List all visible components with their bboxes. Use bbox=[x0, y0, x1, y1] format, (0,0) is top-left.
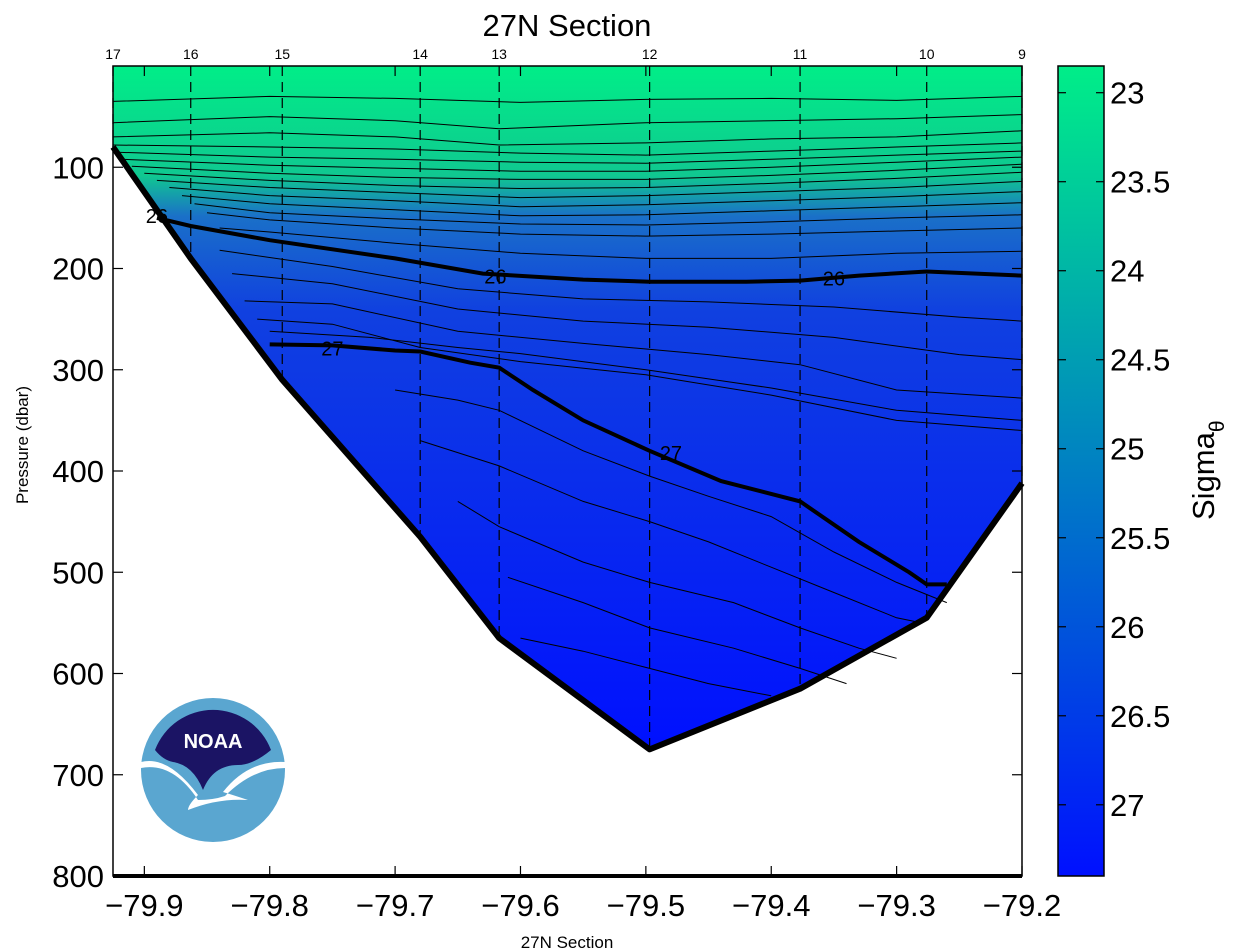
contour-line bbox=[244, 300, 1022, 399]
x-axis-label: 27N Section bbox=[521, 933, 614, 952]
noaa-logo: NOAA bbox=[141, 698, 285, 842]
contour-label: 26 bbox=[146, 206, 168, 228]
x-tick-label: −79.4 bbox=[732, 888, 810, 923]
colorbar-ticks: 23 23.5 24 24.5 25 25.5 26 26.5 27 bbox=[1058, 76, 1170, 823]
contour-line bbox=[113, 114, 1022, 130]
colorbar-tick-label: 26.5 bbox=[1110, 699, 1170, 734]
contour-line bbox=[269, 330, 1022, 421]
contour-line bbox=[520, 637, 772, 697]
y-tick-label: 500 bbox=[52, 555, 104, 590]
contour-line bbox=[206, 212, 1022, 237]
colorbar-tick-label: 27 bbox=[1110, 788, 1144, 823]
station-label: 13 bbox=[491, 46, 507, 62]
x-tick-label: −79.9 bbox=[105, 888, 183, 923]
x-axis-ticks: −79.9 −79.8 −79.7 −79.6 −79.5 −79.4 −79.3 −79.2 bbox=[105, 66, 1061, 923]
y-tick-label: 600 bbox=[52, 657, 104, 692]
y-tick-label: 400 bbox=[52, 454, 104, 489]
y-tick-label: 100 bbox=[52, 150, 104, 185]
bold-contour-line bbox=[269, 342, 947, 587]
contour-label: 27 bbox=[660, 443, 682, 465]
colorbar-tick-label: 23 bbox=[1110, 76, 1144, 111]
x-tick-label: −79.3 bbox=[857, 888, 935, 923]
y-axis-label: Pressure (dbar) bbox=[13, 386, 32, 504]
contour-line bbox=[507, 576, 847, 685]
x-tick-label: −79.5 bbox=[607, 888, 685, 923]
x-tick-label: −79.6 bbox=[481, 888, 559, 923]
contour-line bbox=[194, 203, 1022, 226]
station-label: 17 bbox=[105, 46, 121, 62]
thin-contours bbox=[113, 95, 1022, 697]
station-label: 11 bbox=[793, 46, 808, 62]
contour-line bbox=[219, 227, 1022, 259]
colorbar-tick-label: 25.5 bbox=[1110, 521, 1170, 556]
logo-top-dome bbox=[155, 709, 271, 790]
colorbar-label: Sigmaθ bbox=[1186, 420, 1229, 520]
colorbar-label-main: Sigma bbox=[1186, 431, 1221, 520]
station-label: 10 bbox=[919, 46, 935, 62]
colorbar-tick-label: 26 bbox=[1110, 610, 1144, 645]
colorbar-gradient bbox=[1057, 65, 1105, 877]
logo-text: NOAA bbox=[184, 731, 243, 753]
station-label: 16 bbox=[183, 46, 199, 62]
bold-contour-line bbox=[156, 215, 1022, 284]
x-tick-label: −79.8 bbox=[230, 888, 308, 923]
contour-line bbox=[131, 163, 1022, 180]
x-tick-label: −79.2 bbox=[983, 888, 1061, 923]
y-tick-label: 800 bbox=[52, 859, 104, 894]
contour-label: 26 bbox=[823, 269, 845, 291]
contour-line bbox=[420, 440, 922, 624]
contour-line bbox=[181, 195, 1022, 217]
colorbar-tick-label: 23.5 bbox=[1110, 165, 1170, 200]
bathymetry-line bbox=[110, 145, 1025, 753]
logo-seagull-icon bbox=[141, 760, 285, 810]
contour-line bbox=[257, 318, 1022, 431]
station-label: 12 bbox=[642, 46, 658, 62]
colorbar-tick-label: 24 bbox=[1110, 254, 1144, 289]
contour-line bbox=[156, 179, 1022, 199]
x-tick-label: −79.7 bbox=[356, 888, 434, 923]
y-tick-label: 700 bbox=[52, 758, 104, 793]
y-tick-label: 300 bbox=[52, 353, 104, 388]
station-label: 9 bbox=[1018, 46, 1026, 62]
station-labels: 17 16 15 14 13 12 11 10 9 bbox=[105, 46, 1026, 62]
contour-line bbox=[395, 389, 947, 604]
contour-line bbox=[457, 500, 897, 659]
y-axis-ticks: 100 200 300 400 500 600 700 800 bbox=[52, 150, 1022, 894]
contour-line bbox=[113, 142, 1022, 156]
sigma-field bbox=[113, 66, 1022, 750]
contour-line bbox=[113, 130, 1022, 146]
station-label: 14 bbox=[412, 46, 428, 62]
contour-line bbox=[219, 249, 1022, 322]
contour-line bbox=[113, 150, 1022, 164]
plot-area: 26 26 26 27 27 bbox=[110, 65, 1025, 878]
contour-line bbox=[113, 95, 1022, 103]
contour-line bbox=[119, 156, 1022, 172]
colorbar-tick-label: 25 bbox=[1110, 432, 1144, 467]
contour-label: 26 bbox=[484, 267, 506, 289]
station-label: 15 bbox=[274, 46, 290, 62]
colorbar-tick-label: 24.5 bbox=[1110, 343, 1170, 378]
bold-contours bbox=[156, 215, 1022, 587]
y-tick-label: 200 bbox=[52, 252, 104, 287]
chart-title: 27N Section bbox=[483, 8, 652, 43]
contour-line bbox=[169, 187, 1022, 208]
contour-labels: 26 26 26 27 27 bbox=[146, 206, 845, 465]
colorbar-label-subscript: θ bbox=[1206, 420, 1229, 432]
contour-line bbox=[232, 273, 1022, 361]
colorbar: 23 23.5 24 24.5 25 25.5 26 26.5 27 Sigmaθ bbox=[1057, 65, 1229, 877]
contour-label: 27 bbox=[321, 338, 343, 360]
contour-line bbox=[144, 171, 1022, 190]
